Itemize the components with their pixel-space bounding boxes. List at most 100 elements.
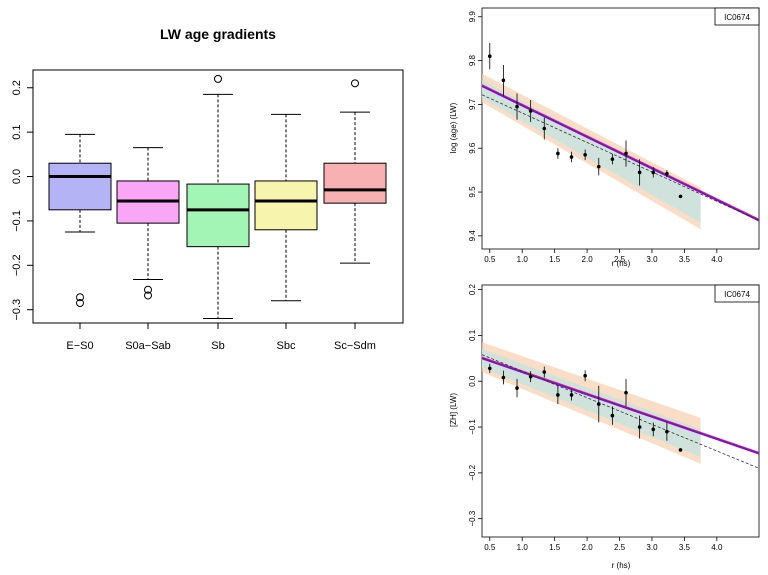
y-tick-label: −0.3: [468, 510, 477, 526]
data-point: [665, 171, 669, 176]
x-tick-label: 2.5: [614, 543, 626, 552]
age-legend-label: IC0674: [724, 13, 750, 22]
box-iqr: [254, 180, 318, 231]
data-point: [583, 373, 587, 378]
box-outlier: [76, 293, 84, 302]
data-point: [596, 402, 601, 406]
box-plot-content: −0.3 −0.2 −0.1 0.0 0.1 0.2 E−S0 S0a−Sab Sb Sbc Sc−…: [11, 74, 387, 352]
box-group: S0a−Sab: [116, 147, 180, 352]
box-x-tick-label: S0a−Sab: [125, 340, 171, 352]
zh-x-axis-label: r (hs): [612, 561, 631, 570]
age-gradient-panel: 0.5 1.0 1.5 2.0 2.5 3.0 3.5 4.0 9.4 9.5 9.6 9.7 9.8 9…: [449, 7, 760, 268]
fit-line-red: [481, 84, 760, 220]
y-tick-label: 9.6: [468, 142, 477, 154]
box-y-tick-label: −0.1: [11, 210, 23, 232]
box-y-tick-label: 0.1: [11, 124, 23, 139]
box-x-tick-label: Sc−Sdm: [334, 340, 376, 352]
box-outlier: [144, 285, 152, 294]
age-plot-content: 0.5 1.0 1.5 2.0 2.5 3.0 3.5 4.0 9.4 9.5 9.6 9.7 9.8 9…: [468, 11, 760, 264]
data-point: [637, 170, 642, 175]
inner-confidence-band: [482, 80, 701, 223]
age-legend-box: [714, 7, 760, 26]
box-y-tick-label: −0.3: [11, 299, 23, 321]
box-iqr: [323, 162, 387, 204]
y-tick-label: −0.2: [468, 464, 477, 480]
data-point: [569, 393, 574, 397]
box-plot-title: LW age gradients: [160, 26, 276, 42]
data-point: [678, 194, 683, 199]
x-tick-label: 2.0: [582, 543, 594, 552]
x-tick-label: 4.0: [711, 255, 723, 264]
zh-plot-content: 0.5 1.0 1.5 2.0 2.5 3.0 3.5 4.0 −0.3 −0.2 −0.1 0.0 0…: [468, 283, 760, 552]
data-point: [624, 390, 628, 395]
box-x-tick-label: Sb: [211, 340, 224, 352]
data-point: [665, 429, 669, 434]
box-outlier: [351, 79, 359, 88]
data-point: [487, 54, 492, 58]
box-y-tick-label: −0.2: [11, 254, 23, 276]
y-tick-label: 9.4: [468, 230, 477, 242]
data-point: [610, 413, 615, 418]
fit-line: [481, 85, 760, 222]
y-tick-label: 0.1: [468, 329, 477, 341]
data-point: [487, 366, 492, 371]
age-plot-frame: [481, 7, 760, 250]
box-group: Sc−Sdm: [323, 79, 387, 352]
zh-legend-label: IC0674: [724, 290, 750, 299]
x-tick-label: 1.0: [517, 543, 529, 552]
box-outlier: [214, 74, 222, 83]
data-point: [637, 425, 642, 429]
box-group: E−S0: [48, 133, 112, 352]
data-point: [501, 375, 506, 380]
fit-line-red: [481, 356, 760, 453]
data-point: [515, 386, 519, 390]
data-point: [596, 164, 601, 169]
metallicity-gradient-panel: 0.5 1.0 1.5 2.0 2.5 3.0 3.5 4.0 −0.3 −0.2 −0.1 0.0 0…: [449, 283, 760, 570]
x-tick-label: 0.5: [484, 543, 496, 552]
x-tick-label: 3.5: [679, 255, 691, 264]
data-point: [556, 393, 560, 397]
x-tick-label: 3.0: [646, 543, 658, 552]
fit-line: [481, 357, 760, 455]
box-y-tick-label: 0.2: [11, 80, 23, 95]
x-tick-label: 4.0: [711, 543, 723, 552]
data-point: [501, 78, 506, 83]
y-tick-label: 9.5: [468, 186, 477, 198]
age-y-axis-label: log (age) (LW): [449, 102, 458, 153]
box-y-tick-label: 0.0: [11, 169, 23, 184]
data-point: [528, 374, 533, 379]
data-point: [651, 427, 656, 432]
box-x-tick-label: E−S0: [66, 340, 93, 352]
box-outlier: [76, 299, 84, 308]
x-tick-label: 3.5: [679, 543, 691, 552]
y-tick-label: 9.8: [468, 54, 477, 66]
data-point: [583, 152, 587, 157]
inner-confidence-band: [482, 349, 701, 457]
x-tick-label: 3.0: [646, 255, 658, 264]
box-iqr: [48, 162, 112, 211]
zh-y-axis-label: [ZH] (LW): [449, 393, 458, 427]
zh-plot-frame: [481, 284, 760, 538]
fit-line-dashed: [481, 94, 760, 221]
box-x-tick-label: Sbc: [277, 340, 296, 352]
data-point: [542, 370, 547, 374]
x-tick-label: 1.5: [549, 543, 561, 552]
box-plot-panel: LW age gradients −0.3 −0.2 −0.1 0.0 0.1 0.2 E−…: [11, 26, 404, 352]
data-point: [678, 448, 683, 452]
y-tick-label: −0.1: [468, 419, 477, 435]
y-tick-label: 0.0: [468, 375, 477, 387]
x-tick-label: 0.5: [484, 255, 496, 264]
data-point: [556, 151, 560, 156]
x-tick-label: 1.0: [517, 255, 529, 264]
x-tick-label: 2.0: [582, 255, 594, 264]
data-point: [651, 170, 656, 175]
y-tick-label: 0.2: [468, 283, 477, 295]
zh-legend-box: [714, 284, 760, 303]
data-point: [610, 157, 615, 161]
box-group: Sbc: [254, 113, 318, 352]
x-tick-label: 1.5: [549, 255, 561, 264]
age-x-axis-label: r (hs): [612, 259, 631, 268]
box-iqr: [186, 183, 250, 248]
y-tick-label: 9.7: [468, 98, 477, 110]
